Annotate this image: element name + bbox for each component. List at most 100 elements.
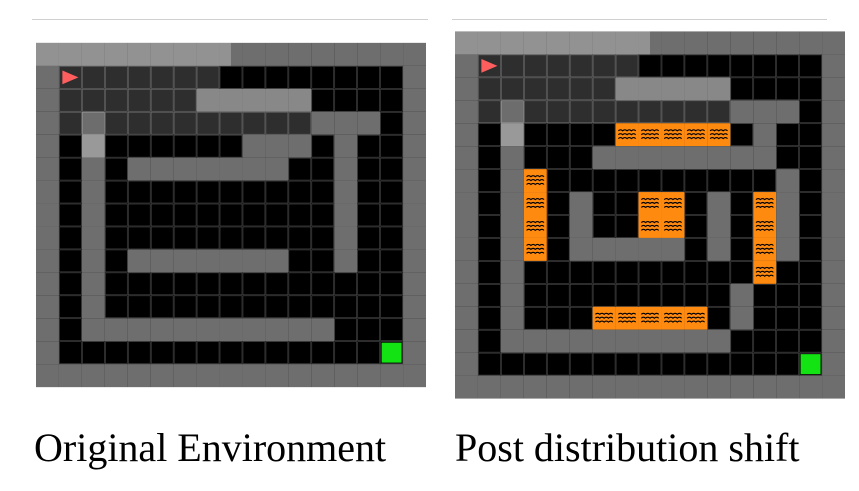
visible-overlay-strip (615, 77, 731, 101)
wall-cell (403, 272, 426, 296)
floor-cell-outline (59, 272, 82, 296)
wall-cell (523, 329, 547, 353)
lava-wave (640, 201, 660, 205)
floor-cell-outline (380, 249, 403, 273)
wall-cell (334, 157, 358, 181)
floor-cell-outline (524, 306, 547, 330)
floor-cell-outline (150, 134, 174, 158)
visible-region-overlay (477, 54, 731, 124)
floor-cell-outline (311, 249, 335, 273)
wall-cell (81, 42, 105, 66)
wall-cell (684, 146, 708, 170)
wall-cell (311, 111, 335, 135)
floor-cell-outline (799, 54, 822, 78)
floor-cell-outline (59, 295, 82, 319)
wall-cell (822, 54, 845, 78)
floor-cell-outline (173, 226, 197, 250)
wall-cell (684, 329, 708, 353)
floor-cell-outline (127, 111, 151, 135)
wall-cell (569, 237, 593, 261)
floor-cell-outline (219, 66, 243, 89)
wall-cell (58, 42, 82, 66)
wall-cell (661, 77, 685, 101)
floor-cell-outline (661, 261, 685, 284)
wall-cell (36, 341, 59, 365)
floor-cell-outline (524, 146, 547, 169)
lava-wave (640, 312, 660, 316)
wall-cell (219, 318, 243, 342)
wall-cell (265, 157, 289, 181)
floor-cell-outline (380, 180, 403, 204)
wall-cell (569, 215, 593, 238)
wall-cell (638, 31, 662, 55)
floor-cell-outline (127, 134, 151, 158)
floor-cell-outline (59, 157, 82, 181)
lava-wave (663, 320, 683, 323)
floor-cell-outline (59, 226, 82, 250)
wall-cell (403, 88, 426, 112)
floor-cell-outline (265, 180, 289, 204)
wall-cell (455, 123, 478, 147)
wall-cell (753, 123, 777, 147)
wall-cell (196, 249, 220, 273)
floor-cell-outline (569, 146, 593, 169)
floor-cell-outline (730, 238, 754, 261)
lava-wave (595, 320, 614, 323)
floor-cell-outline (592, 123, 616, 146)
floor-cell-outline (730, 329, 754, 353)
floor-cell-outline (592, 192, 616, 215)
floor-cell-outline (219, 341, 243, 364)
floor-cell-outline (478, 192, 501, 215)
floor-cell-outline (730, 169, 754, 192)
floor-cell-outline (196, 111, 220, 135)
wall-cell (242, 157, 266, 181)
lava-wave (595, 316, 614, 319)
wall-cell (81, 134, 105, 158)
lava-wave (686, 312, 705, 316)
floor-cell-outline (478, 215, 501, 238)
floor-cell-outline (105, 295, 128, 319)
wall-cell (81, 272, 105, 296)
floor-cell-outline (196, 272, 220, 296)
floor-cell-outline (288, 272, 312, 296)
floor-cell-outline (684, 215, 708, 238)
wall-cell (380, 42, 404, 66)
goal-cell-outline (799, 352, 822, 376)
lava-wave (617, 137, 637, 140)
floor-cell-outline (219, 111, 243, 135)
floor-cell-outline (173, 341, 197, 364)
floor-cell-outline (105, 180, 128, 204)
floor-cell-outline (799, 306, 822, 330)
floor-cell-outline (265, 295, 289, 319)
floor-cell-outline (105, 89, 128, 112)
wall-cell (500, 237, 524, 261)
floor-cell-outline (127, 203, 151, 227)
wall-cell (334, 111, 358, 135)
floor-cell-outline (753, 352, 776, 376)
wall-cell (36, 88, 59, 112)
wall-cell (455, 54, 478, 78)
wall-cell (500, 31, 524, 55)
floor-cell-outline (357, 157, 380, 181)
wall-cell (455, 260, 478, 284)
floor-cell-outline (219, 295, 243, 319)
floor-cell-outline (59, 180, 82, 204)
lava-wave (526, 243, 545, 247)
wall-cell (36, 203, 59, 227)
wall-cell (173, 42, 197, 66)
floor-cell-outline (592, 54, 616, 78)
floor-cell-outline (105, 157, 128, 181)
floor-cell-outline (799, 100, 822, 124)
wall-cell (822, 375, 845, 399)
floor-cell-outline (524, 352, 547, 376)
wall-cell (81, 180, 105, 204)
lava-wave (640, 220, 660, 224)
wall-cell (776, 31, 800, 55)
wall-cell (403, 226, 426, 250)
floor-cell-outline (730, 215, 754, 238)
floor-cell-outline (59, 89, 82, 112)
lava-wave (640, 320, 660, 323)
visible-overlay-strip (196, 88, 312, 112)
floor-cell-outline (357, 318, 380, 341)
floor-cell-outline (173, 89, 197, 112)
